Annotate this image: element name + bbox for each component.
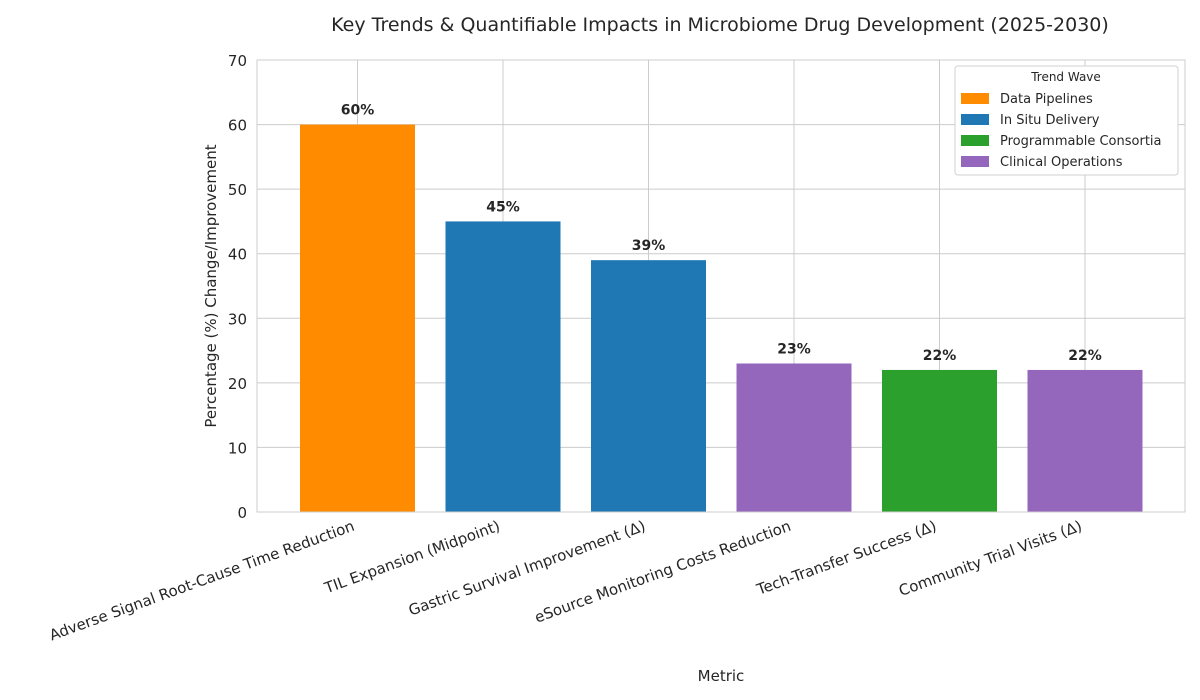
bar-value-label: 39% [632, 238, 666, 254]
legend-title: Trend Wave [1030, 70, 1101, 84]
y-tick-label: 10 [228, 439, 247, 457]
x-tick-label: Gastric Survival Improvement (Δ) [406, 517, 648, 620]
y-tick-label: 0 [237, 504, 247, 522]
legend-item-label: Programmable Consortia [1000, 134, 1162, 149]
y-tick-label: 40 [228, 246, 247, 264]
y-axis-ticks: 0 10 20 30 40 50 60 70 [228, 52, 247, 522]
bar-value-label: 22% [1068, 348, 1102, 364]
bar [736, 363, 852, 512]
bar-value-label: 45% [486, 199, 520, 215]
y-tick-label: 60 [228, 117, 247, 135]
bar [591, 260, 706, 512]
legend-swatch [961, 114, 989, 125]
bar [445, 221, 561, 512]
x-tick-label: eSource Monitoring Costs Reduction [532, 517, 793, 627]
bar [882, 369, 997, 512]
chart-title: Key Trends & Quantifiable Impacts in Mic… [331, 14, 1109, 36]
bar-value-label: 23% [777, 341, 811, 357]
legend-items: Data Pipelines In Situ Delivery Programmab… [961, 92, 1162, 170]
x-tick-label: Adverse Signal Root-Cause Time Reduction [47, 517, 357, 644]
y-tick-label: 20 [228, 375, 247, 393]
legend-item-label: Clinical Operations [1000, 155, 1123, 170]
x-axis-ticks: Adverse Signal Root-Cause Time Reduction… [47, 517, 1084, 644]
data-labels: 60% 45% 39% 23% 22% 22% [341, 103, 1102, 364]
legend-box [954, 65, 1179, 176]
plot-frame [256, 59, 1186, 513]
x-axis-label: Metric [698, 667, 745, 685]
bar-value-label: 22% [923, 348, 957, 364]
bar [1027, 369, 1143, 512]
legend-item-label: Data Pipelines [1000, 92, 1093, 107]
legend-swatch [961, 93, 989, 104]
y-tick-label: 50 [228, 181, 247, 199]
y-axis-label: Percentage (%) Change/Improvement [202, 144, 220, 427]
bars [300, 124, 1143, 513]
legend-swatch [961, 156, 989, 167]
legend: Trend Wave Data Pipelines In Situ Deliver… [954, 65, 1179, 176]
bar-value-label: 60% [341, 103, 375, 119]
legend-item-label: In Situ Delivery [1000, 113, 1100, 128]
y-tick-label: 30 [228, 310, 247, 328]
y-tick-label: 70 [228, 52, 247, 70]
bar [300, 124, 415, 513]
legend-swatch [961, 135, 989, 146]
